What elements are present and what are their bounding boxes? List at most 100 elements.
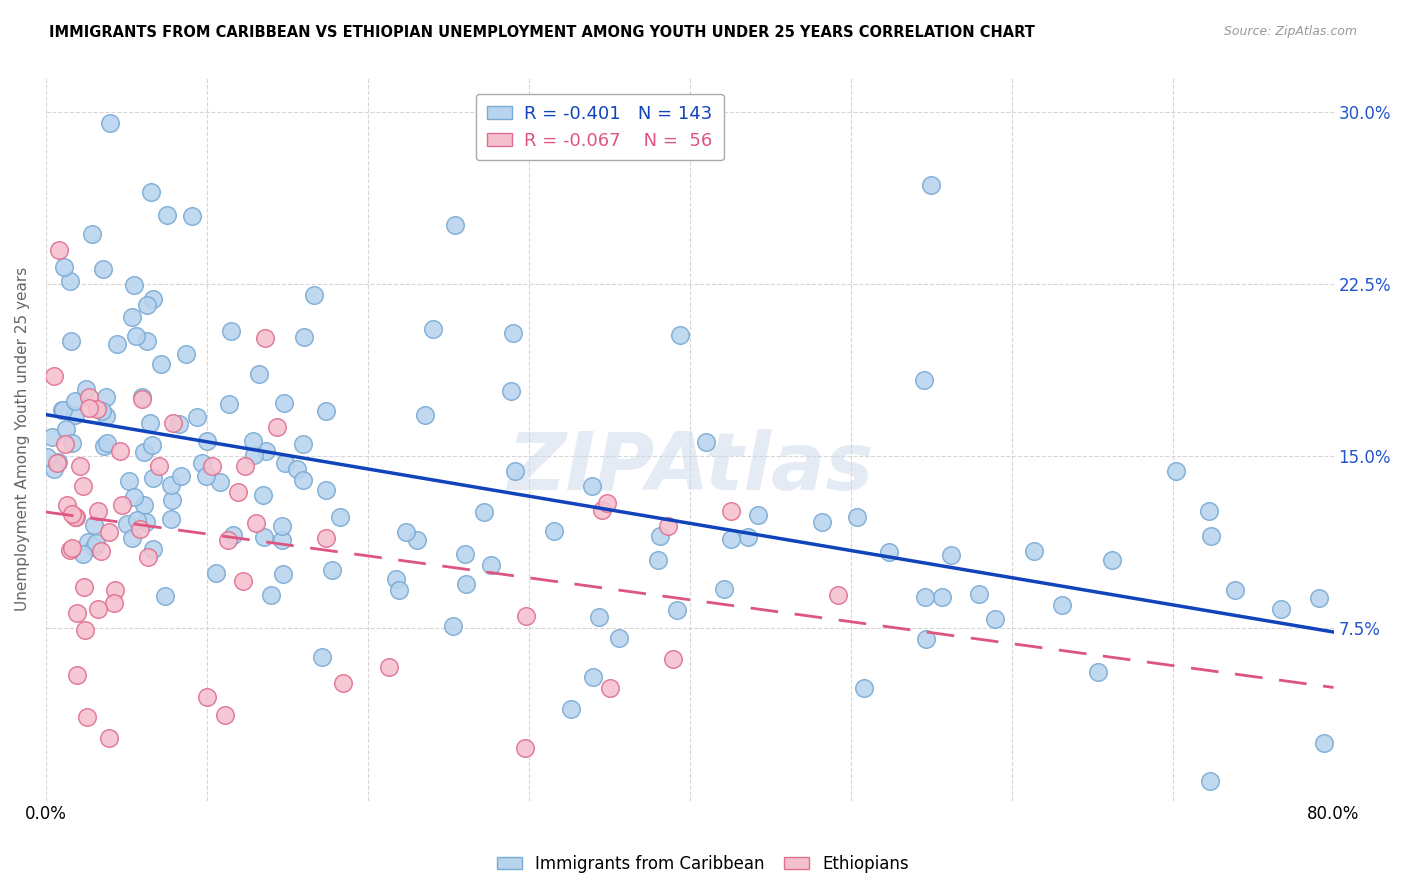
Point	[132, 444, 155, 458]
Point	[59, 543, 82, 558]
Point	[190, 457, 212, 471]
Point	[479, 558, 502, 572]
Point	[65, 606, 87, 620]
Point	[76, 710, 98, 724]
Point	[91, 262, 114, 277]
Point	[94, 390, 117, 404]
Point	[131, 390, 153, 404]
Point	[931, 590, 953, 604]
Point	[581, 479, 603, 493]
Point	[136, 298, 159, 312]
Point	[77, 390, 100, 404]
Point	[56, 498, 79, 512]
Point	[136, 549, 159, 564]
Point	[195, 434, 218, 448]
Point	[86, 504, 108, 518]
Point	[588, 610, 610, 624]
Point	[108, 444, 131, 458]
Point	[218, 397, 240, 411]
Point	[650, 528, 672, 542]
Point	[65, 510, 87, 524]
Point	[72, 547, 94, 561]
Point	[59, 274, 82, 288]
Point	[226, 485, 249, 500]
Point	[135, 515, 157, 529]
Point	[122, 278, 145, 293]
Point	[1050, 598, 1073, 612]
Point	[328, 509, 350, 524]
Point	[51, 403, 73, 417]
Point	[201, 459, 224, 474]
Point	[647, 553, 669, 567]
Point	[159, 478, 181, 492]
Point	[111, 498, 134, 512]
Text: IMMIGRANTS FROM CARIBBEAN VS ETHIOPIAN UNEMPLOYMENT AMONG YOUTH UNDER 25 YEARS C: IMMIGRANTS FROM CARIBBEAN VS ETHIOPIAN U…	[49, 25, 1035, 40]
Point	[984, 612, 1007, 626]
Point	[208, 475, 231, 489]
Point	[87, 602, 110, 616]
Text: Source: ZipAtlas.com: Source: ZipAtlas.com	[1223, 25, 1357, 38]
Point	[332, 675, 354, 690]
Point	[221, 324, 243, 338]
Point	[155, 589, 177, 603]
Point	[1101, 553, 1123, 567]
Point	[456, 577, 478, 591]
Point	[44, 462, 66, 476]
Point	[291, 473, 314, 487]
Point	[65, 509, 87, 524]
Point	[443, 619, 465, 633]
Point	[242, 434, 264, 448]
Point	[599, 681, 621, 696]
Point	[63, 393, 86, 408]
Point	[273, 456, 295, 470]
Point	[669, 327, 692, 342]
Point	[42, 368, 65, 383]
Point	[73, 623, 96, 637]
Point	[912, 373, 935, 387]
Point	[245, 516, 267, 531]
Legend: Immigrants from Caribbean, Ethiopians: Immigrants from Caribbean, Ethiopians	[489, 848, 917, 880]
Point	[105, 336, 128, 351]
Point	[72, 479, 94, 493]
Point	[591, 503, 613, 517]
Point	[60, 541, 83, 555]
Point	[846, 510, 869, 524]
Point	[720, 532, 742, 546]
Point	[827, 588, 849, 602]
Point	[80, 227, 103, 242]
Point	[1312, 736, 1334, 750]
Point	[242, 448, 264, 462]
Point	[941, 549, 963, 563]
Point	[73, 580, 96, 594]
Point	[91, 404, 114, 418]
Point	[1223, 582, 1246, 597]
Point	[60, 334, 83, 348]
Point	[413, 409, 436, 423]
Point	[666, 603, 689, 617]
Point	[967, 587, 990, 601]
Point	[141, 541, 163, 556]
Point	[315, 483, 337, 498]
Point	[98, 116, 121, 130]
Point	[406, 533, 429, 547]
Point	[582, 670, 605, 684]
Point	[69, 459, 91, 474]
Point	[1087, 665, 1109, 679]
Point	[315, 403, 337, 417]
Point	[607, 631, 630, 645]
Point	[472, 505, 495, 519]
Point	[148, 458, 170, 473]
Point	[83, 541, 105, 555]
Point	[292, 329, 315, 343]
Point	[194, 468, 217, 483]
Point	[720, 504, 742, 518]
Point	[271, 567, 294, 582]
Point	[233, 459, 256, 474]
Point	[52, 403, 75, 417]
Point	[138, 416, 160, 430]
Point	[1198, 774, 1220, 789]
Point	[222, 527, 245, 541]
Point	[1164, 464, 1187, 478]
Point	[253, 531, 276, 545]
Text: ZIPAtlas: ZIPAtlas	[506, 429, 873, 507]
